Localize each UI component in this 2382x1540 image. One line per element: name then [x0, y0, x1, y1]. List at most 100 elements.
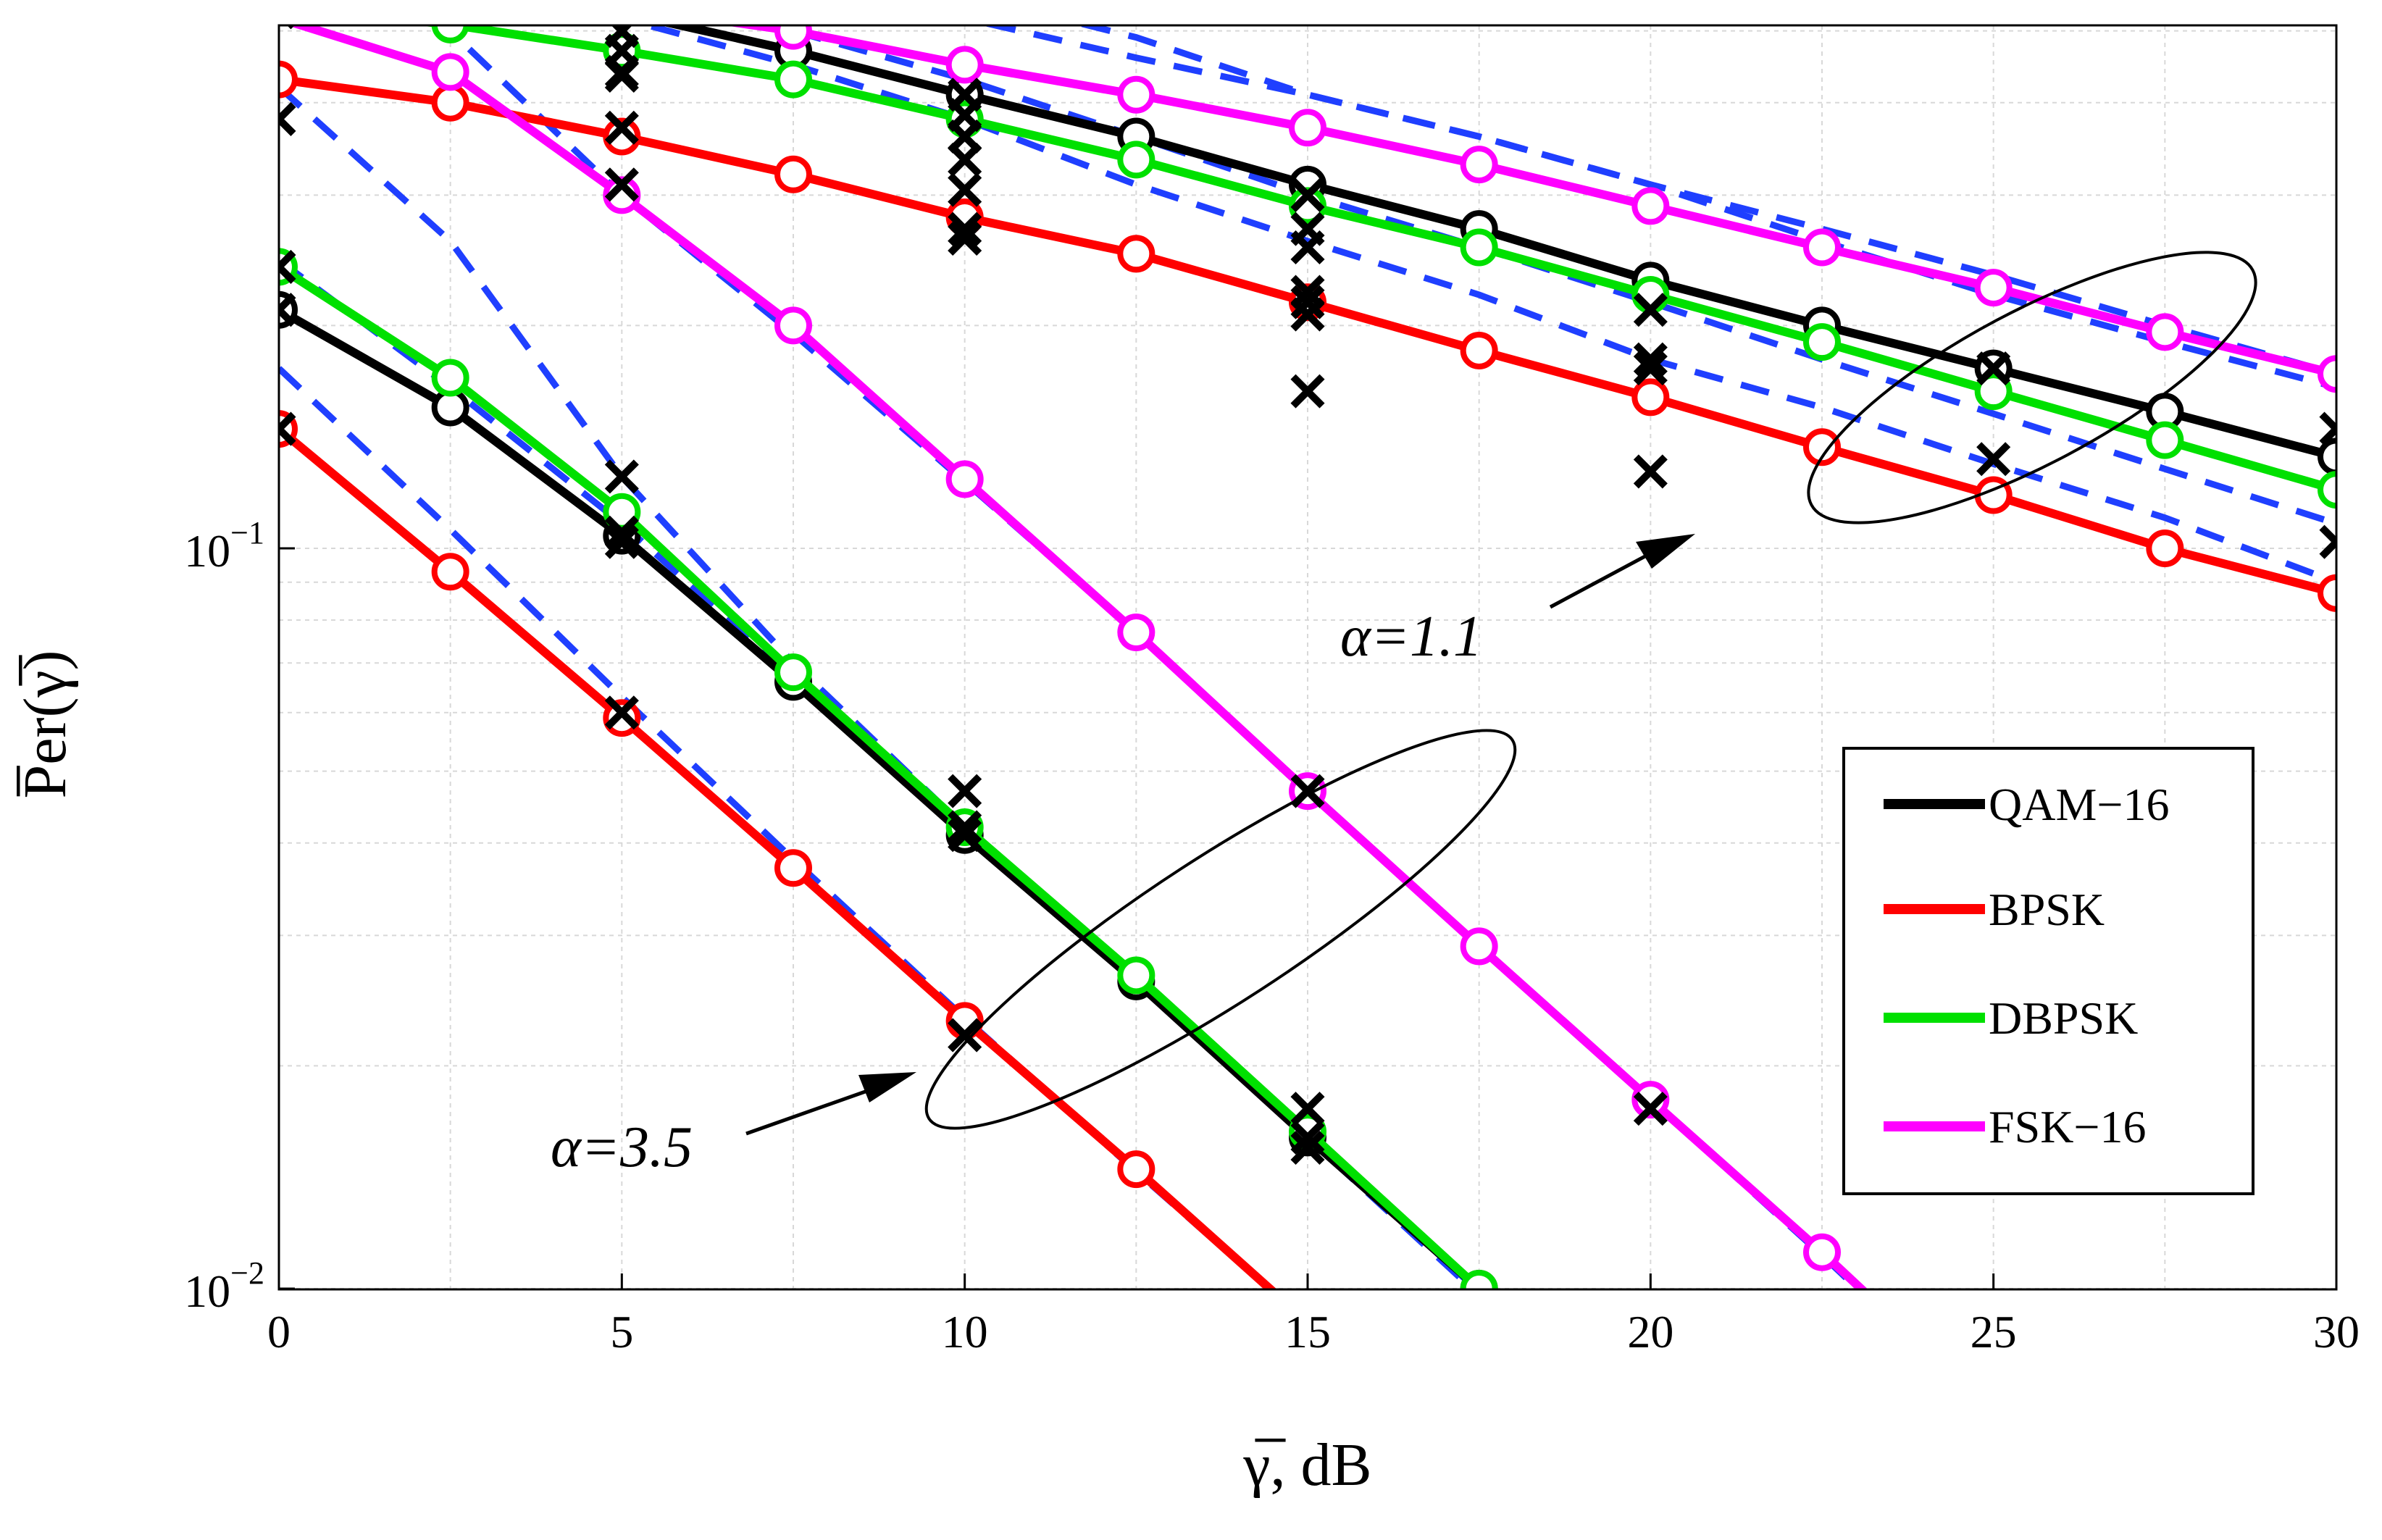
simulation-marker: [604, 110, 639, 145]
series-marker-dbpsk: [1117, 141, 1156, 179]
legend-label-dbpsk: DBPSK: [1989, 992, 2138, 1044]
series-marker-fsk16: [2146, 313, 2184, 351]
series-marker-fsk16: [431, 53, 469, 91]
simulation-marker: [1633, 1092, 1668, 1126]
simulation-marker: [604, 515, 639, 550]
series-marker-qam16: [2318, 438, 2336, 476]
simulation-marker: [1290, 285, 1325, 319]
series-marker-fsk16: [945, 460, 984, 498]
simulation-marker: [1633, 454, 1668, 489]
series-marker-fsk16: [774, 306, 812, 345]
simulation-marker: [279, 411, 296, 446]
y-axis-label: P̅er(γ̅): [12, 650, 79, 798]
simulation-marker: [948, 212, 982, 246]
simulation-marker: [1290, 1120, 1325, 1155]
series-marker-fsk16: [1803, 228, 1841, 267]
y-tick-label: 10−1: [184, 515, 264, 577]
legend-box: [1842, 747, 2254, 1195]
simulation-marker: [1633, 342, 1668, 377]
simulation-marker: [1976, 351, 2011, 386]
series-marker-bpsk: [1631, 378, 1670, 417]
annotation-arrow-alpha-1-1: [1549, 545, 1664, 609]
series-marker-bpsk: [774, 155, 812, 193]
legend: QAM−16 BPSK DBPSK FSK−16: [1842, 747, 2254, 1195]
axis-ticks: 0 5 10 15 20 25 30 10−1 10−2: [184, 515, 2360, 1357]
series-marker-bpsk: [603, 699, 641, 737]
x-tick-label: 0: [267, 1306, 291, 1357]
series-marker-fsk16: [945, 46, 984, 84]
series-marker-dbpsk: [774, 60, 812, 99]
series-marker-dbpsk: [1803, 323, 1841, 361]
simulation-marker: [948, 142, 982, 177]
series-marker-dbpsk: [1117, 956, 1156, 995]
series-marker-bpsk: [2146, 530, 2184, 567]
series-marker-bpsk: [2318, 574, 2336, 612]
annotation-ellipse-alpha-1-1: [1807, 251, 2257, 524]
simulation-marker: [1290, 374, 1325, 409]
simulation-marker: [1290, 1092, 1325, 1126]
series-marker-fsk16: [1631, 1081, 1670, 1119]
simulation-marker: [948, 1018, 982, 1053]
simulation-marker: [279, 293, 296, 327]
series-marker-fsk16: [2318, 355, 2336, 393]
series-marker-dbpsk: [431, 25, 469, 43]
arrowhead-icon: [858, 1072, 916, 1102]
legend-label-fsk16: FSK−16: [1989, 1101, 2147, 1152]
series-marker-fsk16: [1631, 187, 1670, 225]
annotation-arrow-alpha-3-5: [745, 1088, 870, 1136]
simulation-marker: [604, 167, 639, 202]
x-tick-label: 10: [942, 1306, 988, 1357]
y-tick-label: 10−2: [184, 1255, 264, 1317]
series-curves: [279, 25, 2336, 1289]
series-marker-fsk16: [1117, 614, 1156, 652]
series-marker-fsk16: [1974, 269, 2013, 307]
simulation-marker: [1633, 293, 1668, 327]
simulation-marker: [2319, 411, 2336, 446]
simulation-marker: [279, 249, 296, 284]
series-marker-bpsk: [774, 849, 812, 887]
series-marker-bpsk: [1117, 1150, 1156, 1189]
simulation-marker: [604, 524, 639, 559]
series-marker-dbpsk: [2146, 421, 2184, 459]
series-marker-fsk16: [774, 25, 812, 50]
simulation-marker: [2319, 524, 2336, 559]
series-marker-fsk16: [1117, 75, 1156, 114]
simulation-marker: [948, 98, 982, 133]
series-line-dbpsk-alpha-3-5: [279, 263, 1482, 1289]
simulation-marker: [604, 459, 639, 494]
simulation-marker: [948, 221, 982, 256]
series-marker-bpsk: [603, 117, 641, 156]
simulation-marker: [1290, 1130, 1325, 1166]
series-marker-fsk16: [603, 176, 641, 214]
series-marker-dbpsk: [2318, 471, 2336, 509]
series-marker-dbpsk: [1974, 372, 2013, 411]
annotation-alpha-1-1: α=1.1: [1340, 251, 2257, 669]
simulation-marker: [604, 695, 639, 730]
annotation-label-alpha-3-5: α=3.5: [551, 1116, 693, 1179]
simulation-marker: [1633, 351, 1668, 386]
simulation-marker: [604, 25, 639, 49]
series-marker-dbpsk: [1460, 228, 1498, 267]
series-marker-bpsk: [1117, 235, 1156, 273]
x-tick-label: 20: [1627, 1306, 1673, 1357]
annotation-ellipse-alpha-3-5: [924, 729, 1517, 1130]
annotation-alpha-3-5: α=3.5: [551, 729, 1517, 1179]
series-line-qam16-alpha-3-5: [279, 306, 1482, 1289]
series-marker-bpsk: [1803, 428, 1841, 466]
simulation-marker: [948, 818, 982, 853]
simulation-marker: [1290, 212, 1325, 246]
series-marker-fsk16: [1460, 146, 1498, 184]
series-marker-bpsk: [279, 60, 298, 99]
simulation-marker: [1290, 275, 1325, 309]
x-axis-label: γ̅, dB: [1242, 1431, 1371, 1499]
x-tick-label: 5: [610, 1306, 633, 1357]
x-tick-label: 15: [1284, 1306, 1331, 1357]
legend-label-qam16: QAM−16: [1989, 779, 2169, 830]
series-marker-fsk16: [1803, 1233, 1841, 1271]
simulation-marker: [279, 101, 296, 136]
legend-label-bpsk: BPSK: [1989, 884, 2105, 935]
series-marker-bpsk: [431, 83, 469, 122]
annotation-label-alpha-1-1: α=1.1: [1340, 605, 1482, 669]
series-marker-bpsk: [1460, 331, 1498, 369]
